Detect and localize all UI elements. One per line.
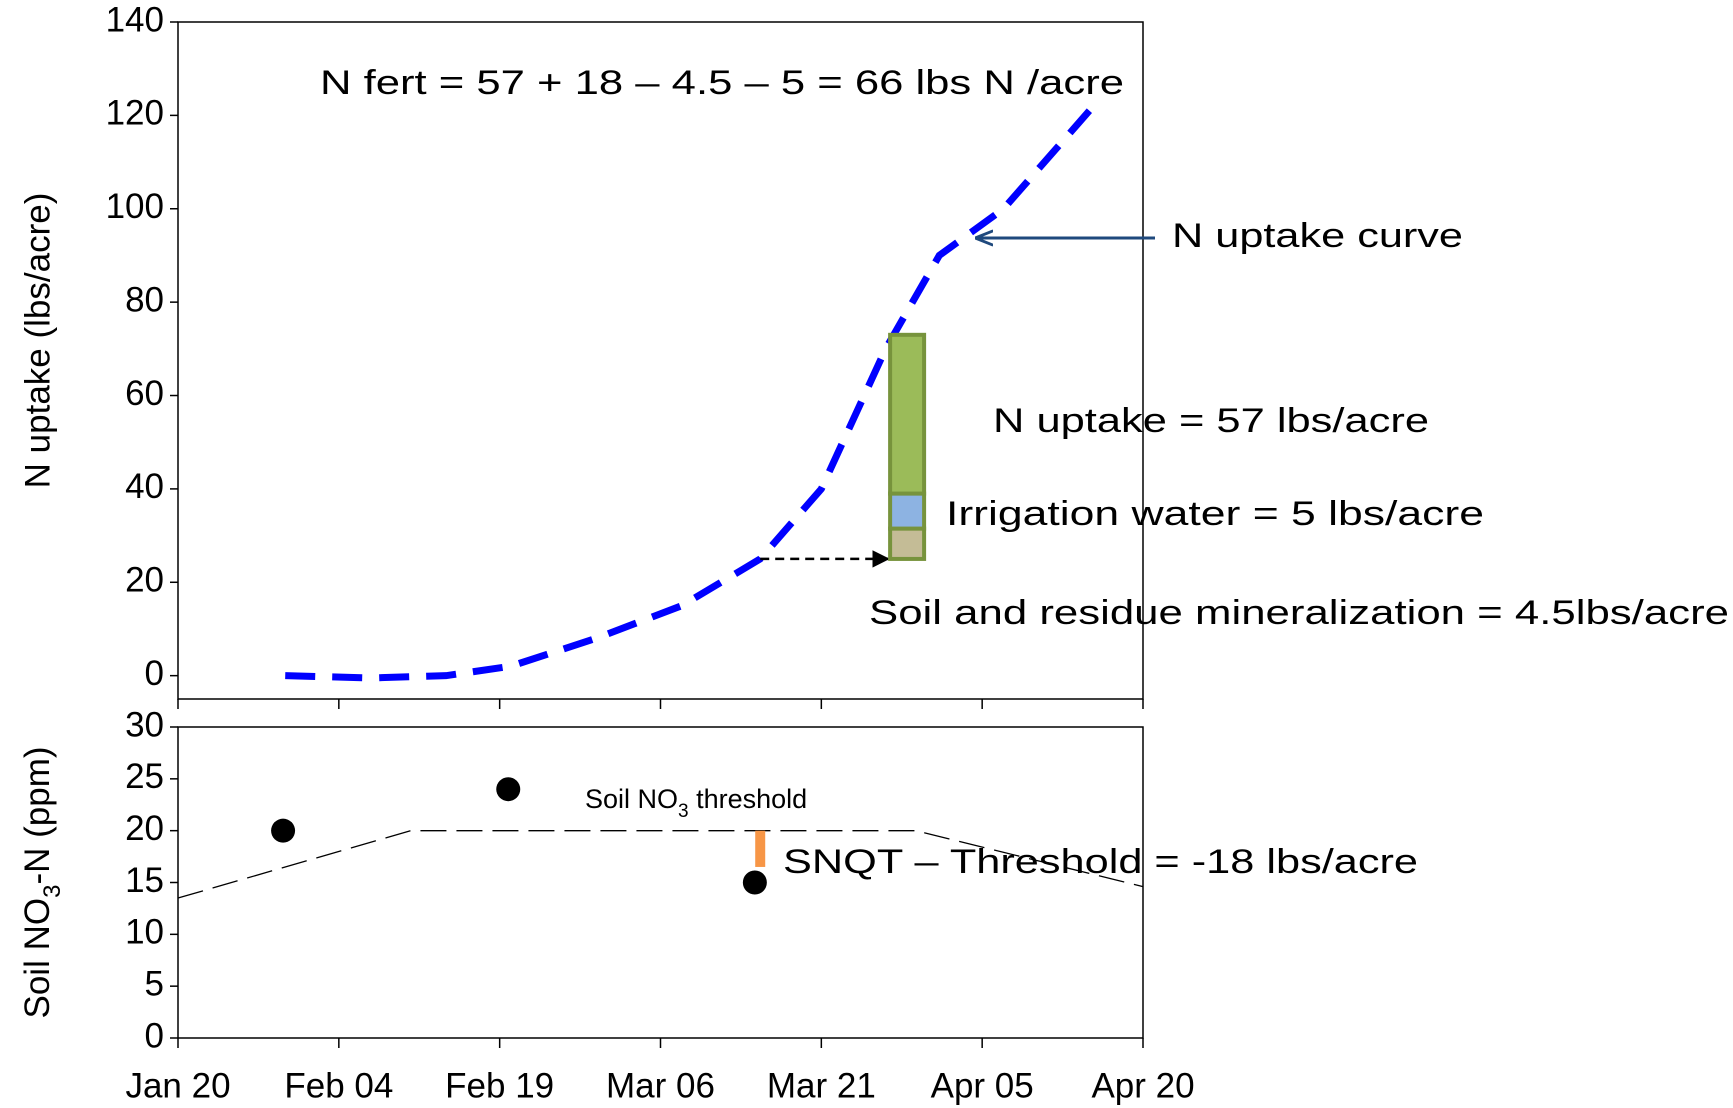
y-tick-label: 140 [106, 0, 164, 39]
y-axis-label: Soil NO3-N (ppm) [18, 746, 66, 1018]
x-tick-label: Mar 21 [767, 1066, 876, 1105]
threshold-label-part: threshold [689, 784, 808, 814]
y-axis-label: N uptake (lbs/acre) [18, 193, 57, 489]
y-tick-label: 20 [125, 809, 164, 848]
y-tick-label: 60 [125, 374, 164, 413]
uptake-curve [285, 108, 1093, 682]
threshold-label-part: 3 [678, 801, 689, 822]
difference-bar [755, 830, 766, 867]
segment-label: Irrigation water = 5 lbs/acre [946, 495, 1484, 533]
x-tick-label: Mar 06 [606, 1066, 715, 1105]
y-tick-label: 0 [145, 1016, 164, 1055]
y-tick-label: 120 [106, 94, 164, 133]
segment-label: N uptake = 57 lbs/acre [993, 402, 1429, 440]
x-tick-label: Apr 05 [931, 1066, 1034, 1105]
y-tick-label: 30 [125, 705, 164, 744]
x-tick-label: Feb 19 [445, 1066, 554, 1105]
bar-segment [888, 491, 927, 531]
legend-label: N uptake curve [1172, 217, 1463, 255]
x-tick-label: Jan 20 [125, 1066, 230, 1105]
y-axis-label-part: Soil NO [18, 898, 57, 1019]
y-tick-label: 10 [125, 913, 164, 952]
y-tick-label: 15 [125, 861, 164, 900]
threshold-line [177, 830, 1144, 899]
y-tick-label: 20 [125, 561, 164, 600]
y-axis-label-part: 3 [39, 885, 66, 898]
bar-segment [888, 332, 927, 496]
annotation: SNQT – Threshold = -18 lbs/acre [783, 843, 1418, 881]
data-point [742, 870, 767, 895]
plot-frame [177, 726, 1144, 1039]
bar-segment [888, 526, 927, 561]
x-tick-label: Feb 04 [284, 1066, 393, 1105]
y-tick-label: 25 [125, 757, 164, 796]
y-tick-label: 80 [125, 280, 164, 319]
y-tick-label: 100 [106, 187, 164, 226]
threshold-label-part: Soil NO [585, 784, 678, 814]
segment-label: Soil and residue mineralization = 4.5lbs… [869, 594, 1729, 632]
y-tick-label: 5 [145, 964, 164, 1003]
x-tick-label: Apr 20 [1091, 1066, 1194, 1105]
data-point [496, 777, 521, 802]
y-axis-label-part: -N (ppm) [18, 746, 57, 884]
threshold-label: Soil NO3 threshold [585, 784, 807, 821]
annotation: N fert = 57 + 18 – 4.5 – 5 = 66 lbs N /a… [320, 64, 1124, 102]
data-point [271, 818, 296, 843]
y-tick-label: 0 [145, 654, 164, 693]
y-tick-label: 40 [125, 467, 164, 506]
